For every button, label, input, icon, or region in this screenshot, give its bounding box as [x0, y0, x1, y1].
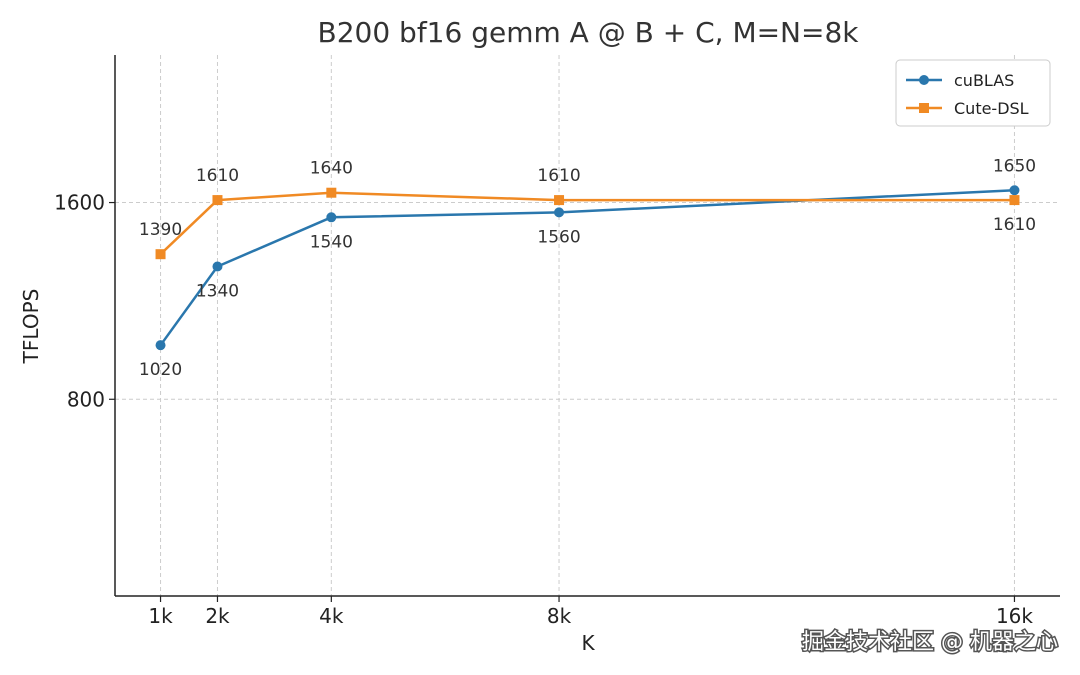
grid-lines: [115, 55, 1060, 596]
data-point: [1009, 195, 1020, 206]
data-label: 1610: [993, 215, 1036, 235]
legend-marker: [919, 75, 929, 85]
data-label: 1650: [993, 156, 1036, 176]
data-label: 1020: [139, 360, 182, 380]
legend-label: Cute-DSL: [954, 99, 1029, 118]
chart-title: B200 bf16 gemm A @ B + C, M=N=8k: [318, 16, 860, 49]
y-tick-label: 800: [67, 387, 105, 411]
x-tick-label: 1k: [148, 604, 173, 628]
data-point: [212, 195, 223, 206]
series-cute-dsl: 1390 1610 1640 1610 1610: [139, 159, 1036, 260]
series-layer: 1020 1340 1540 1560 1650 1390 1610 1640 1610 1610: [139, 156, 1036, 380]
data-label: 1390: [139, 220, 182, 240]
legend-items: cuBLAS Cute-DSL: [906, 71, 1029, 118]
x-axis-ticks: 1k 2k 4k 8k 16k: [148, 596, 1033, 628]
x-tick-label: 2k: [205, 604, 230, 628]
data-label: 1540: [310, 232, 353, 252]
data-point: [155, 249, 166, 260]
data-label: 1610: [196, 166, 239, 186]
legend-item: Cute-DSL: [906, 99, 1029, 118]
legend: cuBLAS Cute-DSL: [895, 59, 1051, 127]
data-point: [326, 187, 337, 198]
x-tick-label: 4k: [319, 604, 344, 628]
watermark: 掘金技术社区 @ 机器之心: [802, 630, 1058, 655]
y-tick-label: 1600: [54, 191, 105, 215]
legend-marker: [919, 103, 929, 113]
y-axis-ticks: 800 1600: [54, 191, 115, 411]
data-point: [212, 261, 223, 272]
series-line: [159, 189, 1015, 346]
series-line: [159, 191, 1015, 256]
data-point: [554, 195, 565, 206]
data-point: [554, 207, 565, 218]
legend-box: [895, 59, 1051, 127]
data-point: [1009, 185, 1020, 196]
y-axis-label: TFLOPS: [19, 289, 43, 365]
data-label: 1640: [310, 159, 353, 179]
x-tick-label: 16k: [996, 604, 1033, 628]
x-tick-label: 8k: [547, 604, 572, 628]
data-label: 1340: [196, 281, 239, 301]
data-label: 1610: [537, 166, 580, 186]
data-label: 1560: [537, 227, 580, 247]
legend-item: cuBLAS: [906, 71, 1014, 90]
data-point: [326, 212, 337, 223]
legend-label: cuBLAS: [954, 71, 1014, 90]
series-cublas: 1020 1340 1540 1560 1650: [139, 156, 1036, 380]
x-axis-label: K: [581, 631, 595, 655]
data-point: [155, 340, 166, 351]
